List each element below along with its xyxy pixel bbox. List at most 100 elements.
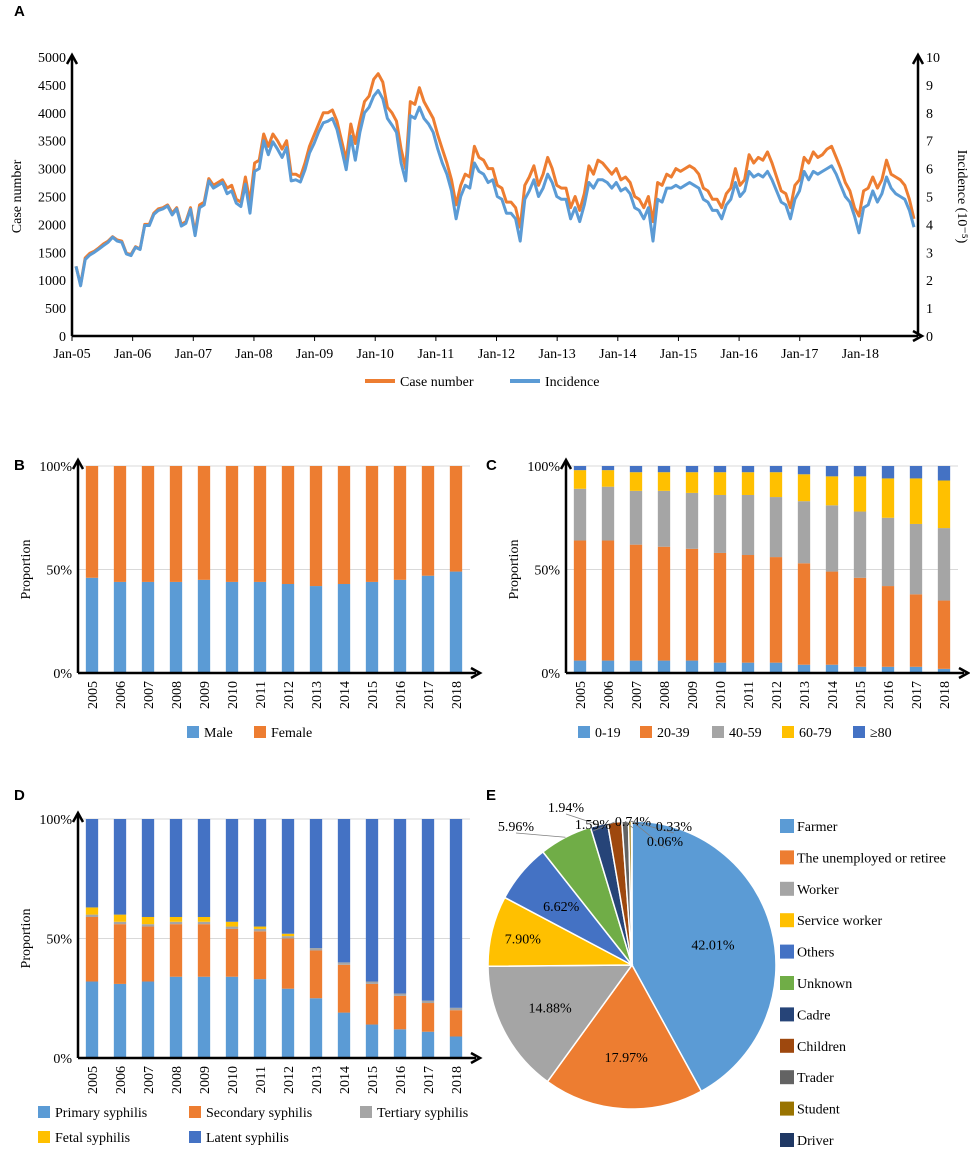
bar-segment xyxy=(573,660,587,673)
axis-arrow xyxy=(470,666,483,680)
panel-label-D: D xyxy=(14,787,25,804)
legend-label: Worker xyxy=(797,883,839,898)
bar-segment xyxy=(713,472,727,495)
x-tick-label: 2009 xyxy=(198,1066,213,1094)
x-tick-label: 2014 xyxy=(826,681,841,709)
bar-segment xyxy=(881,466,895,479)
bar-segment xyxy=(197,466,211,580)
bar-segment xyxy=(393,579,407,673)
legend-swatch xyxy=(780,881,794,896)
legend-swatch xyxy=(780,1070,794,1085)
bar-segment xyxy=(85,577,99,673)
bar-segment xyxy=(225,466,239,582)
x-tick-label: 2005 xyxy=(86,1066,101,1094)
bar-segment xyxy=(197,819,211,917)
x-tick-label: 2008 xyxy=(170,1066,185,1094)
chart-d: 0% 50% 100% 2005 2006 2007 2008 2009 2010 2011 201… xyxy=(19,810,483,1146)
bar-segment xyxy=(573,540,587,661)
data-label: 1.94% xyxy=(548,801,585,816)
panel-label-E: E xyxy=(486,787,496,804)
y-tick-label: 0% xyxy=(53,667,72,682)
bar-segment xyxy=(657,490,671,547)
bar-segment xyxy=(253,581,267,673)
bar-segment xyxy=(685,492,699,549)
bar-segment xyxy=(281,938,295,989)
bar-segment xyxy=(169,466,183,582)
bar-segment xyxy=(573,470,587,489)
pie-slice xyxy=(631,820,777,1093)
axis-arrow xyxy=(912,329,925,343)
bar-segment xyxy=(253,928,267,932)
bar-segment xyxy=(141,926,155,982)
bar-segment xyxy=(113,921,127,925)
y-tick-label: 3500 xyxy=(38,135,66,150)
bar-segment xyxy=(197,579,211,673)
y-axis-title: Proportion xyxy=(507,540,522,600)
legend-label: Unknown xyxy=(797,977,852,992)
y-tick-label: 1000 xyxy=(38,274,66,289)
bar-segment xyxy=(657,472,671,491)
bar-segment xyxy=(393,1029,407,1058)
bar-segment xyxy=(281,583,295,673)
bar-segment xyxy=(337,819,351,963)
bar-segment xyxy=(309,466,323,587)
bar-segment xyxy=(309,950,323,999)
bar-segment xyxy=(769,466,783,473)
x-tick-label: 2018 xyxy=(938,681,953,709)
bar-segment xyxy=(769,472,783,498)
x-tick-label: 2015 xyxy=(366,681,381,709)
axis-arrow xyxy=(71,810,85,823)
bar-segment xyxy=(281,466,295,584)
bar-segment xyxy=(365,466,379,582)
x-tick-label: 2014 xyxy=(338,1066,353,1094)
bar-segment xyxy=(853,577,867,667)
axis-arrow xyxy=(911,52,925,65)
bar-segment xyxy=(225,976,239,1058)
legend-label: Cadre xyxy=(797,1008,830,1023)
bar-segment xyxy=(825,505,839,572)
data-label: 0.33% xyxy=(656,820,693,835)
x-tick-label: 2005 xyxy=(574,681,589,709)
bar-segment xyxy=(141,981,155,1058)
bar-segment xyxy=(937,466,951,481)
bar-segment xyxy=(769,557,783,663)
bar-segment xyxy=(309,948,323,951)
bar-segment xyxy=(225,926,239,929)
x-tick-label: 2011 xyxy=(254,681,269,708)
bar-segment xyxy=(825,571,839,665)
x-tick-label: 2016 xyxy=(882,681,897,709)
x-tick-label: 2011 xyxy=(742,681,757,708)
y2-tick-label: 2 xyxy=(926,274,933,289)
bar-segment xyxy=(85,981,99,1058)
bar-segment xyxy=(685,660,699,673)
bar-segment xyxy=(449,466,463,572)
y-tick-label: 100% xyxy=(527,460,560,475)
y-tick-label: 100% xyxy=(39,813,72,828)
pie-slice xyxy=(487,964,634,1083)
bar-segment xyxy=(601,540,615,661)
bar-segment xyxy=(393,819,407,994)
bar-segment xyxy=(713,494,727,553)
legend-swatch xyxy=(640,726,652,738)
bar-segment xyxy=(337,962,351,965)
panel-label-B: B xyxy=(14,457,25,474)
x-tick-label: 2013 xyxy=(310,681,325,709)
bar-segment xyxy=(909,594,923,667)
leader-line xyxy=(515,832,566,838)
bar-segment xyxy=(853,476,867,512)
bar-segment xyxy=(449,571,463,673)
x-tick-label: Jan-10 xyxy=(357,347,394,362)
bar-segment xyxy=(937,528,951,601)
legend-swatch xyxy=(780,944,794,959)
legend-label: Service worker xyxy=(797,914,882,929)
chart-c: 0% 50% 100% 2005 2006 2007 2008 2009 2010 2011 201… xyxy=(507,457,970,741)
bar-segment xyxy=(629,544,643,661)
legend-label: 20-39 xyxy=(657,726,690,741)
bar-segment xyxy=(881,517,895,587)
legend-label: Secondary syphilis xyxy=(206,1106,312,1121)
y2-tick-label: 3 xyxy=(926,246,933,261)
bar-segment xyxy=(741,555,755,663)
axis-arrow xyxy=(65,52,79,65)
x-tick-label: 2006 xyxy=(114,1066,129,1094)
bar-segment xyxy=(741,466,755,473)
